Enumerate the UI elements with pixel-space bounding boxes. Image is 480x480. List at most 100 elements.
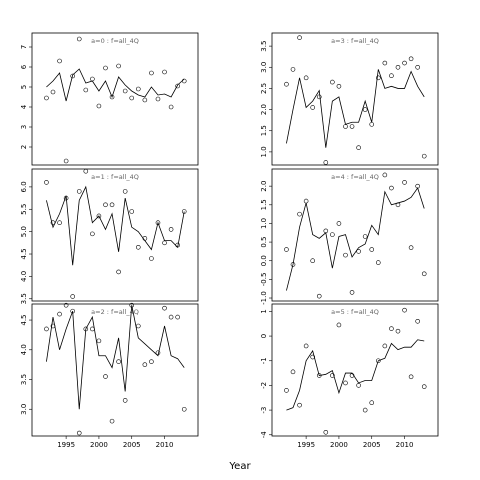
point	[162, 69, 167, 75]
y-tick-label: 7	[20, 45, 28, 49]
point	[96, 103, 102, 109]
point	[421, 384, 427, 389]
panel	[31, 32, 199, 166]
point	[109, 418, 115, 424]
y-tick-label: 4.5	[20, 314, 28, 325]
point	[356, 145, 361, 150]
point	[343, 252, 348, 258]
point	[116, 269, 121, 275]
y-tick-label: 5.0	[20, 226, 28, 237]
y-tick-label: 2	[20, 145, 28, 149]
y-tick-label: -2	[260, 382, 268, 389]
point	[362, 234, 368, 239]
y-tick-label: 3.5	[20, 293, 28, 304]
point	[330, 79, 335, 85]
point	[284, 388, 289, 393]
point	[402, 60, 407, 66]
point	[349, 290, 355, 295]
panel	[271, 32, 439, 166]
point	[369, 247, 375, 252]
point	[135, 86, 141, 92]
y-tick-label: 2.0	[260, 104, 268, 115]
point	[297, 35, 302, 40]
point	[284, 247, 289, 252]
point	[402, 180, 407, 185]
point	[149, 70, 154, 76]
point	[330, 373, 335, 378]
y-tick-label: 1.0	[260, 146, 268, 157]
point	[168, 104, 174, 110]
point	[149, 256, 154, 261]
point	[70, 294, 75, 299]
point	[57, 58, 62, 64]
point	[310, 258, 315, 264]
point	[408, 245, 414, 250]
point	[103, 374, 108, 379]
y-tick-label: 4.0	[20, 271, 28, 282]
point	[415, 64, 420, 70]
point	[149, 359, 154, 364]
point	[135, 245, 141, 250]
fit-line	[286, 187, 425, 291]
fit-line	[286, 69, 425, 148]
point	[44, 180, 49, 185]
point	[415, 318, 420, 324]
point	[63, 158, 69, 164]
y-tick-label: 5	[20, 85, 28, 89]
point	[168, 314, 174, 320]
x-axis-label: Year	[228, 461, 251, 472]
point	[122, 88, 128, 94]
point	[389, 185, 394, 191]
point	[116, 359, 121, 364]
point	[168, 227, 174, 232]
panel	[271, 303, 439, 437]
y-tick-label: 5.5	[20, 204, 28, 215]
point	[76, 36, 82, 42]
point	[336, 221, 342, 226]
point	[303, 343, 309, 349]
point	[408, 374, 414, 380]
fit-line	[46, 185, 185, 266]
y-tick-label: 2.0	[260, 181, 268, 192]
x-tick-label: 2005	[123, 441, 141, 449]
point	[129, 209, 135, 214]
point	[316, 293, 322, 299]
point	[142, 97, 148, 103]
point	[181, 78, 187, 84]
point	[362, 107, 368, 112]
point	[297, 402, 302, 408]
point	[323, 160, 329, 165]
point	[175, 314, 180, 320]
point	[356, 249, 361, 254]
point	[382, 343, 388, 349]
point	[421, 153, 427, 159]
point	[336, 322, 342, 328]
point	[336, 84, 342, 89]
y-tick-label: 0	[260, 334, 268, 338]
point	[389, 326, 394, 331]
point	[181, 406, 187, 412]
y-tick-label: 3.0	[260, 62, 268, 73]
y-tick-label: 0.5	[260, 237, 268, 248]
y-tick-label: -4	[260, 431, 268, 439]
y-tick-label: -3	[260, 407, 268, 414]
point	[96, 338, 102, 344]
x-tick-label: 2010	[396, 441, 414, 449]
panel	[271, 168, 439, 302]
panel-title: a=3 : f=all_4Q	[331, 37, 379, 45]
point	[122, 189, 128, 194]
fit-line	[46, 305, 185, 410]
point	[155, 96, 161, 102]
y-tick-label: 4.0	[20, 344, 28, 355]
point	[330, 232, 335, 237]
y-tick-label: 6	[20, 64, 28, 69]
point	[389, 73, 394, 79]
point	[343, 380, 348, 386]
point	[303, 198, 309, 204]
panel-title: a=4 : f=all_4Q	[331, 173, 379, 181]
point	[122, 398, 128, 403]
y-tick-label: 3.5	[260, 41, 268, 52]
y-tick-label: 4	[20, 104, 28, 109]
point	[162, 305, 167, 311]
